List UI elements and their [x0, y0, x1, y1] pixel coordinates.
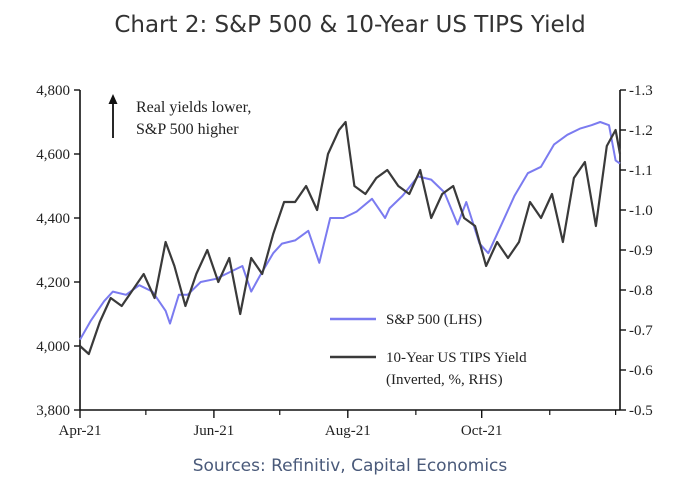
x-tick-label: Apr-21	[58, 423, 101, 439]
legend: S&P 500 (LHS) 10-Year US TIPS Yield (Inv…	[330, 312, 527, 388]
right-tick-label: -0.9	[629, 243, 653, 259]
right-axis-ticks: -1.3 -1.2 -1.1 -1.0 -0.9 -0.8 -0.7 -0.6 -0.5	[620, 83, 653, 419]
right-tick-label: -1.3	[629, 83, 653, 99]
left-tick-label: 3,800	[36, 403, 70, 419]
right-tick-label: -1.0	[629, 203, 653, 219]
left-tick-label: 4,200	[36, 275, 70, 291]
chart-title: Chart 2: S&P 500 & 10-Year US TIPS Yield	[114, 12, 586, 38]
annotation: Real yields lower, S&P 500 higher	[108, 94, 251, 138]
x-tick-label: Oct-21	[461, 423, 503, 439]
annotation-line-2: S&P 500 higher	[136, 121, 239, 138]
right-tick-label: -0.6	[629, 363, 653, 379]
legend-label-sp500: S&P 500 (LHS)	[386, 312, 482, 328]
right-tick-label: -1.2	[629, 123, 653, 139]
left-axis-ticks: 4,800 4,600 4,400 4,200 4,000 3,800	[36, 83, 80, 419]
left-tick-label: 4,400	[36, 211, 70, 227]
x-tick-label: Aug-21	[325, 423, 371, 439]
left-tick-label: 4,000	[36, 339, 70, 355]
x-tick-label: Jun-21	[193, 423, 234, 439]
right-tick-label: -1.1	[629, 163, 653, 179]
left-tick-label: 4,600	[36, 147, 70, 163]
x-axis-ticks: Apr-21 Jun-21 Aug-21 Oct-21	[58, 410, 617, 439]
right-tick-label: -0.7	[629, 323, 653, 339]
legend-label-tips-note: (Inverted, %, RHS)	[386, 372, 503, 388]
axes-group	[79, 90, 621, 411]
series-line-tips	[79, 120, 622, 356]
right-tick-label: -0.8	[629, 283, 653, 299]
annotation-line-1: Real yields lower,	[136, 99, 251, 116]
annotation-arrowhead	[108, 94, 118, 104]
chart-source: Sources: Refinitiv, Capital Economics	[192, 456, 508, 476]
legend-label-tips: 10-Year US TIPS Yield	[386, 350, 527, 366]
right-tick-label: -0.5	[629, 403, 653, 419]
series-line-sp500	[79, 121, 621, 341]
left-tick-label: 4,800	[36, 83, 70, 99]
